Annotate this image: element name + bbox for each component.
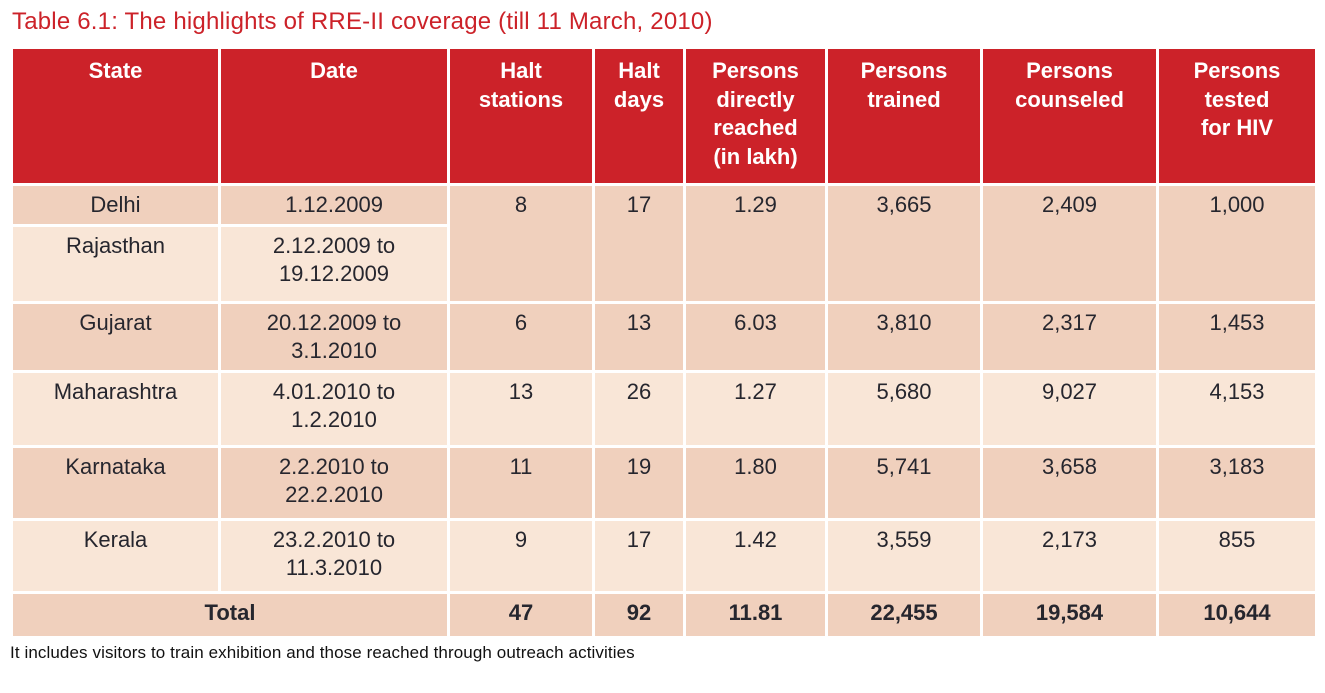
trained-cell: 5,741: [825, 444, 983, 521]
header-persons-counseled: Persons counseled: [980, 46, 1159, 186]
table-header-row: State Date Halt stations Halt days Perso…: [10, 46, 1318, 186]
halt-stations-cell: 8: [447, 183, 595, 304]
state-cell: Maharashtra: [10, 369, 221, 448]
header-state: State: [10, 46, 221, 186]
directly-reached-cell: 1.27: [683, 369, 828, 448]
counseled-cell: 3,658: [980, 444, 1159, 521]
date-cell: 23.2.2010 to 11.3.2010: [218, 517, 450, 594]
trained-cell: 3,810: [825, 300, 983, 373]
trained-cell: 3,665: [825, 183, 983, 304]
directly-reached-cell: 6.03: [683, 300, 828, 373]
counseled-cell: 2,409: [980, 183, 1159, 304]
document-page: Table 6.1: The highlights of RRE-II cove…: [10, 8, 1318, 662]
state-cell: Kerala: [10, 517, 221, 594]
table-row-kerala: Kerala 23.2.2010 to 11.3.2010 9 17 1.42 …: [10, 517, 1318, 594]
directly-reached-cell: 1.42: [683, 517, 828, 594]
state-cell: Delhi: [10, 183, 221, 227]
tested-hiv-cell: 1,453: [1156, 300, 1318, 373]
table-footnote: It includes visitors to train exhibition…: [10, 642, 635, 662]
counseled-cell: 9,027: [980, 369, 1159, 448]
table-title: Table 6.1: The highlights of RRE-II cove…: [12, 8, 713, 35]
halt-stations-cell: 6: [447, 300, 595, 373]
tested-hiv-cell: 4,153: [1156, 369, 1318, 448]
header-halt-stations: Halt stations: [447, 46, 595, 186]
header-date: Date: [218, 46, 450, 186]
table-row-delhi: Delhi 1.12.2009 8 17 1.29 3,665 2,409 1,…: [10, 183, 1318, 304]
header-persons-tested-hiv: Persons tested for HIV: [1156, 46, 1318, 186]
halt-days-cell: 13: [592, 300, 686, 373]
date-cell: 2.12.2009 to 19.12.2009: [218, 223, 450, 304]
total-halt-stations-cell: 47: [447, 590, 595, 639]
total-counseled-cell: 19,584: [980, 590, 1159, 639]
date-cell: 4.01.2010 to 1.2.2010: [218, 369, 450, 448]
total-tested-hiv-cell: 10,644: [1156, 590, 1318, 639]
total-halt-days-cell: 92: [592, 590, 686, 639]
table-row-rajasthan: Rajasthan 2.12.2009 to 19.12.2009: [10, 223, 1317, 304]
rre-coverage-table: State Date Halt stations Halt days Perso…: [10, 46, 1318, 639]
halt-stations-cell: 11: [447, 444, 595, 521]
directly-reached-cell: 1.80: [683, 444, 828, 521]
date-cell: 1.12.2009: [218, 183, 450, 227]
halt-days-cell: 26: [592, 369, 686, 448]
state-cell: Rajasthan: [10, 223, 221, 304]
halt-days-cell: 17: [592, 183, 686, 304]
table-row-gujarat: Gujarat 20.12.2009 to 3.1.2010 6 13 6.03…: [10, 300, 1318, 373]
tested-hiv-cell: 1,000: [1156, 183, 1318, 304]
state-cell: Karnataka: [10, 444, 221, 521]
table-row-karnataka: Karnataka 2.2.2010 to 22.2.2010 11 19 1.…: [10, 444, 1318, 521]
directly-reached-cell: 1.29: [683, 183, 828, 304]
table-row-maharashtra: Maharashtra 4.01.2010 to 1.2.2010 13 26 …: [10, 369, 1318, 448]
halt-days-cell: 17: [592, 517, 686, 594]
total-directly-reached-cell: 11.81: [683, 590, 828, 639]
header-persons-directly-reached: Persons directly reached (in lakh): [683, 46, 828, 186]
halt-stations-cell: 9: [447, 517, 595, 594]
tested-hiv-cell: 855: [1156, 517, 1318, 594]
halt-days-cell: 19: [592, 444, 686, 521]
halt-stations-cell: 13: [447, 369, 595, 448]
tested-hiv-cell: 3,183: [1156, 444, 1318, 521]
trained-cell: 5,680: [825, 369, 983, 448]
header-halt-days: Halt days: [592, 46, 686, 186]
trained-cell: 3,559: [825, 517, 983, 594]
header-persons-trained: Persons trained: [825, 46, 983, 186]
counseled-cell: 2,173: [980, 517, 1159, 594]
total-label-cell: Total: [10, 590, 450, 639]
counseled-cell: 2,317: [980, 300, 1159, 373]
table-row-total: Total 47 92 11.81 22,455 19,584 10,644: [10, 590, 1318, 639]
total-trained-cell: 22,455: [825, 590, 983, 639]
date-cell: 2.2.2010 to 22.2.2010: [218, 444, 450, 521]
state-cell: Gujarat: [10, 300, 221, 373]
date-cell: 20.12.2009 to 3.1.2010: [218, 300, 450, 373]
